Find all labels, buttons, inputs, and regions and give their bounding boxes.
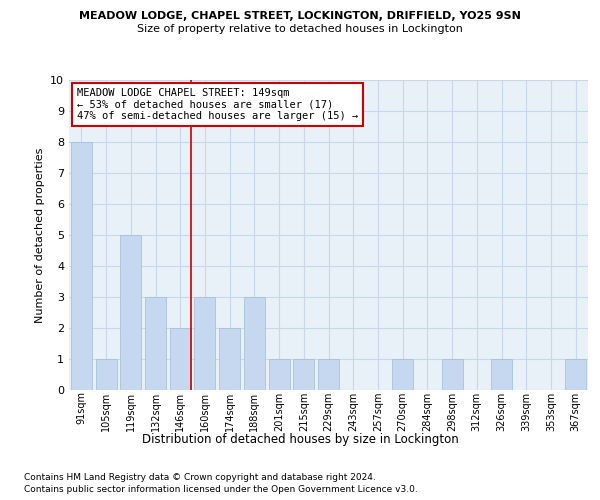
Bar — [565, 359, 586, 390]
Text: Size of property relative to detached houses in Lockington: Size of property relative to detached ho… — [137, 24, 463, 34]
Bar — [491, 359, 512, 390]
Bar — [95, 359, 116, 390]
Text: Contains HM Land Registry data © Crown copyright and database right 2024.: Contains HM Land Registry data © Crown c… — [24, 472, 376, 482]
Text: MEADOW LODGE CHAPEL STREET: 149sqm
← 53% of detached houses are smaller (17)
47%: MEADOW LODGE CHAPEL STREET: 149sqm ← 53%… — [77, 88, 358, 121]
Bar — [269, 359, 290, 390]
Text: Distribution of detached houses by size in Lockington: Distribution of detached houses by size … — [142, 432, 458, 446]
Bar — [219, 328, 240, 390]
Bar — [442, 359, 463, 390]
Y-axis label: Number of detached properties: Number of detached properties — [35, 148, 44, 322]
Bar — [392, 359, 413, 390]
Bar — [170, 328, 191, 390]
Bar — [244, 297, 265, 390]
Bar — [293, 359, 314, 390]
Text: MEADOW LODGE, CHAPEL STREET, LOCKINGTON, DRIFFIELD, YO25 9SN: MEADOW LODGE, CHAPEL STREET, LOCKINGTON,… — [79, 11, 521, 21]
Text: Contains public sector information licensed under the Open Government Licence v3: Contains public sector information licen… — [24, 485, 418, 494]
Bar — [194, 297, 215, 390]
Bar — [318, 359, 339, 390]
Bar — [120, 235, 141, 390]
Bar — [71, 142, 92, 390]
Bar — [145, 297, 166, 390]
